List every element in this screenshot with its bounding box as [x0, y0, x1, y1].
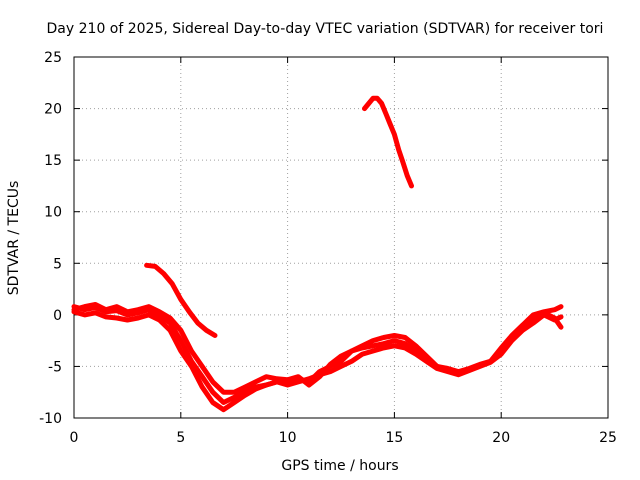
series-line-track-4: [144, 262, 218, 338]
y-tick-label: 20: [44, 102, 62, 118]
y-tick-label: -5: [48, 359, 62, 375]
axis-ticks: 0 5 10 15 20 25 -10 -5 0 5 10 15 20 25: [39, 50, 617, 446]
series-line-track-1: [71, 304, 564, 405]
x-axis-label: GPS time / hours: [281, 458, 398, 474]
y-axis-label: SDTVAR / TECUs: [6, 181, 22, 296]
series-line-track-3: [71, 302, 564, 395]
y-tick-label: 10: [44, 205, 62, 221]
y-tick-label: -10: [39, 411, 62, 427]
y-tick-label: 0: [53, 308, 62, 324]
chart-title: Day 210 of 2025, Sidereal Day-to-day VTE…: [47, 21, 604, 37]
x-tick-label: 0: [70, 430, 79, 446]
y-tick-label: 25: [44, 50, 62, 66]
y-tick-label: 15: [44, 153, 62, 169]
series-line-track-5: [362, 95, 414, 189]
x-tick-label: 5: [176, 430, 185, 446]
y-tick-label: 5: [53, 256, 62, 272]
grid-lines: [74, 57, 608, 418]
plot-frame: [73, 56, 609, 419]
x-tick-label: 15: [385, 430, 403, 446]
x-tick-label: 25: [599, 430, 617, 446]
x-tick-label: 20: [492, 430, 510, 446]
x-tick-label: 10: [279, 430, 297, 446]
data-series: [71, 95, 564, 413]
